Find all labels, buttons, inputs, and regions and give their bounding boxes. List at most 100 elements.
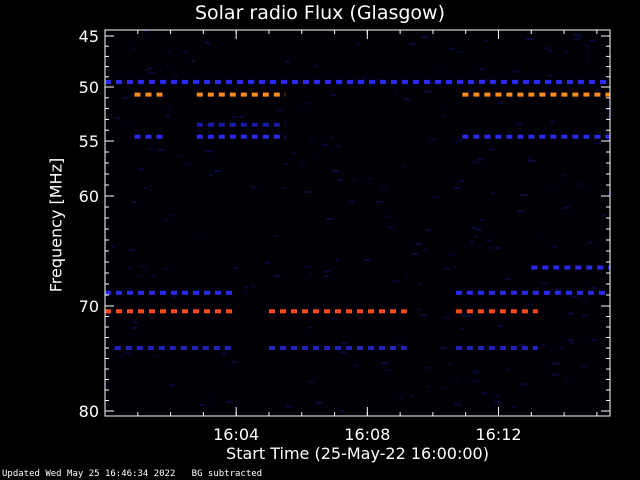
noise-speck (510, 96, 513, 99)
band-segment (127, 309, 133, 314)
band-segment (269, 309, 275, 314)
noise-speck (285, 60, 290, 63)
noise-speck (230, 361, 238, 363)
band-segment (156, 92, 163, 97)
noise-speck (149, 189, 153, 191)
noise-speck (410, 395, 414, 398)
noise-speck (131, 201, 137, 203)
band-segment (336, 79, 342, 84)
band-segment (488, 346, 495, 350)
noise-speck (489, 136, 492, 139)
footer-status: Updated Wed May 25 16:46:34 2022 BG subt… (2, 469, 262, 479)
noise-speck (361, 77, 366, 80)
band-segment (346, 309, 352, 314)
noise-speck (205, 123, 210, 126)
noise-speck (309, 139, 314, 142)
band-segment (578, 79, 584, 84)
band-segment (567, 79, 573, 84)
band-segment (379, 309, 385, 314)
noise-speck (143, 30, 150, 33)
noise-speck (547, 49, 552, 52)
band-segment (207, 122, 214, 127)
noise-speck (398, 397, 403, 400)
noise-speck (608, 114, 614, 117)
noise-speck (572, 37, 581, 40)
noise-speck (454, 140, 461, 143)
band-segment (521, 346, 528, 350)
band-segment (160, 309, 166, 314)
noise-speck (162, 268, 170, 271)
noise-speck (133, 321, 138, 324)
noise-speck (109, 113, 112, 116)
band-segment (455, 346, 462, 350)
noise-speck (338, 351, 347, 354)
noise-speck (396, 343, 403, 346)
noise-speck (381, 186, 387, 188)
band-segment (594, 134, 601, 139)
plot-background (105, 30, 610, 416)
band-segment (196, 134, 203, 139)
noise-speck (244, 286, 248, 289)
noise-speck (552, 245, 556, 248)
noise-speck (307, 326, 312, 329)
band-segment (506, 134, 513, 139)
noise-speck (439, 346, 447, 349)
band-segment (105, 309, 111, 314)
band-segment (160, 79, 166, 84)
noise-speck (494, 395, 500, 398)
band-segment (224, 346, 231, 350)
emission-band (105, 309, 232, 314)
band-segment (457, 79, 463, 84)
band-segment (477, 290, 484, 295)
noise-speck (530, 269, 534, 271)
band-segment (156, 134, 163, 139)
noise-speck (479, 68, 486, 71)
band-segment (138, 290, 144, 295)
noise-speck (515, 122, 523, 125)
noise-speck (411, 253, 419, 256)
noise-speck (176, 154, 182, 157)
noise-speck (459, 139, 464, 142)
noise-speck (586, 58, 590, 60)
noise-speck (417, 308, 421, 311)
band-segment (466, 290, 473, 295)
band-segment (251, 122, 258, 127)
emission-bands (105, 79, 610, 350)
band-segment (435, 79, 441, 84)
noise-speck (601, 214, 606, 216)
noise-speck (170, 214, 175, 217)
noise-speck (185, 162, 192, 165)
band-segment (531, 265, 538, 270)
noise-speck (231, 116, 238, 119)
noise-speck (165, 115, 170, 118)
band-segment (229, 122, 236, 127)
noise-speck (506, 368, 509, 371)
noise-speck (191, 60, 195, 63)
noise-speck (438, 69, 442, 72)
noise-speck (157, 148, 165, 151)
noise-speck (571, 295, 578, 298)
band-segment (149, 290, 155, 295)
band-segment (207, 134, 214, 139)
noise-speck (457, 50, 464, 53)
band-segment (543, 290, 550, 295)
noise-speck (383, 369, 391, 372)
band-segment (479, 79, 485, 84)
noise-speck (205, 150, 214, 153)
band-segment (215, 79, 221, 84)
noise-speck (580, 365, 588, 368)
noise-speck (353, 364, 360, 367)
band-segment (564, 265, 571, 270)
noise-speck (472, 380, 480, 383)
band-segment (191, 346, 198, 350)
y-tick-label: 50 (79, 78, 99, 97)
noise-speck (497, 324, 503, 327)
noise-speck (589, 39, 596, 42)
noise-speck (326, 218, 334, 220)
x-axis-ticks: 16:04 16:08 16:12 (137, 30, 598, 444)
y-axis-ticks: 45 50 55 60 70 80 (79, 27, 610, 421)
band-segment (347, 79, 353, 84)
emission-band (196, 92, 286, 97)
band-segment (545, 79, 551, 84)
noise-speck (425, 229, 431, 232)
